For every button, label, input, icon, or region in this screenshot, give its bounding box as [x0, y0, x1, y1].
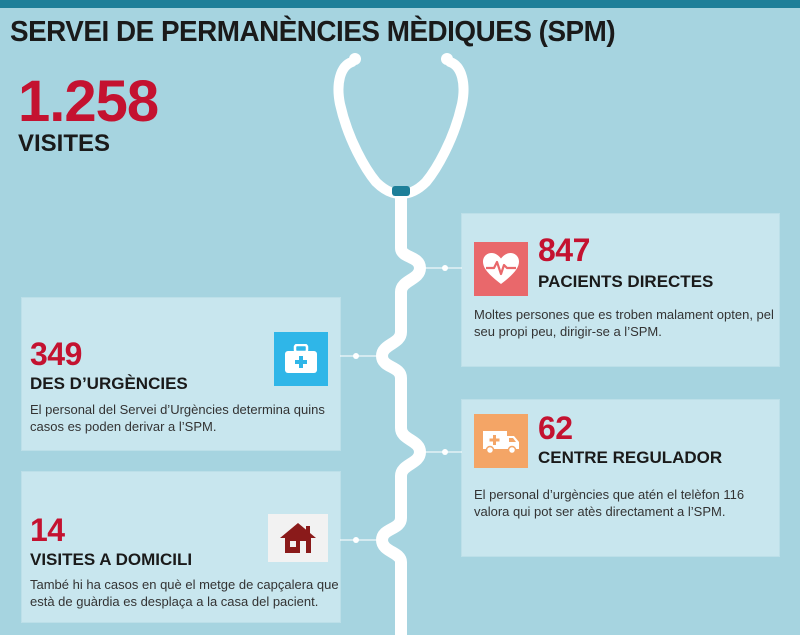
card-pacients-directes: 847 PACIENTS DIRECTES Moltes persones qu… [462, 214, 779, 366]
pacients-number: 847 [538, 232, 590, 268]
card-des-urgencies: 349 DES D’URGÈNCIES El personal del Serv… [22, 298, 340, 450]
domicili-number: 14 [30, 512, 65, 548]
regulador-description: El personal d’urgències que atén el telè… [474, 487, 745, 519]
pacients-description: Moltes persones que es troben malament o… [474, 307, 774, 339]
pacients-label: PACIENTS DIRECTES [538, 272, 714, 291]
card-visites-domicili: 14 VISITES A DOMICILI També hi ha casos … [22, 472, 340, 622]
domicili-label: VISITES A DOMICILI [30, 550, 193, 569]
domicili-description: També hi ha casos en què el metge de cap… [30, 577, 339, 609]
regulador-label: CENTRE REGULADOR [538, 448, 723, 467]
card-centre-regulador: 62 CENTRE REGULADOR El personal d’urgènc… [462, 400, 779, 556]
top-bar [0, 0, 800, 8]
regulador-number: 62 [538, 410, 573, 446]
page-title: SERVEI DE PERMANÈNCIES MÈDIQUES (SPM) [10, 16, 616, 48]
total-visits-number: 1.258 [18, 69, 159, 134]
house-icon [268, 514, 328, 562]
ambulance-icon [474, 414, 528, 468]
urgencies-description: El personal del Servei d’Urgències deter… [30, 402, 325, 434]
urgencies-number: 349 [30, 336, 82, 372]
total-visits-label: VISITES [18, 130, 111, 157]
urgencies-label: DES D’URGÈNCIES [30, 374, 188, 393]
medical-kit-icon [274, 332, 328, 386]
heart-pulse-icon [474, 242, 528, 296]
